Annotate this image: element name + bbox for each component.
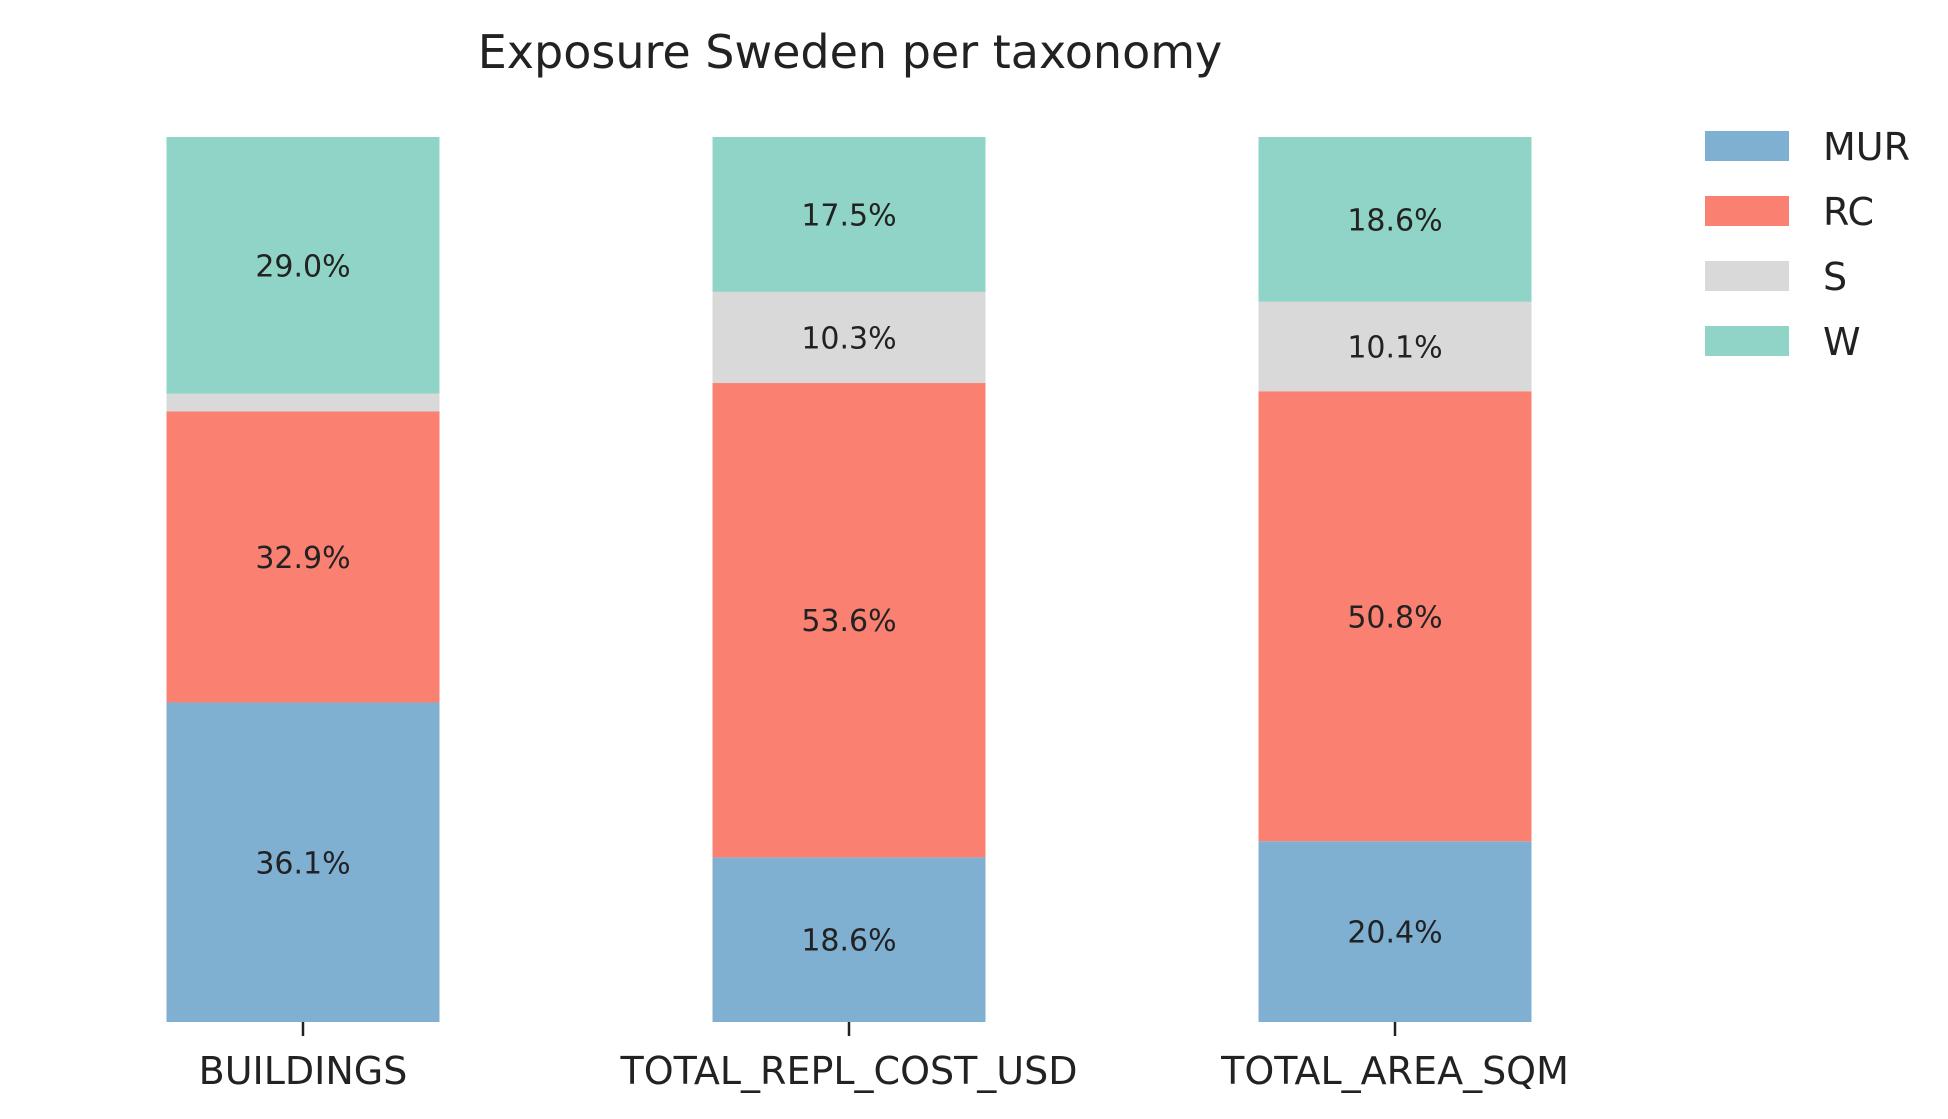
- data-label-rc-buildings: 32.9%: [255, 541, 350, 576]
- bar-segment-mur-total_repl_cost_usd: [712, 857, 986, 1022]
- bar-segment-w-total_repl_cost_usd: [712, 137, 986, 292]
- legend-label-w: W: [1823, 320, 1861, 364]
- bar-segment-s-total_repl_cost_usd: [712, 291, 986, 384]
- legend-swatch-rc: [1705, 196, 1789, 226]
- x-tick-label-buildings: BUILDINGS: [199, 1049, 408, 1093]
- bar-segment-s-buildings: [166, 393, 440, 412]
- legend-swatch-w: [1705, 326, 1789, 356]
- bar-segment-rc-total_repl_cost_usd: [712, 383, 986, 858]
- bar-segment-mur-total_area_sqm: [1258, 841, 1532, 1022]
- data-label-w-buildings: 29.0%: [255, 249, 350, 284]
- legend-swatch-mur: [1705, 131, 1789, 161]
- data-label-w-total_area_sqm: 18.6%: [1347, 203, 1442, 238]
- data-label-mur-buildings: 36.1%: [255, 846, 350, 881]
- bar-segment-rc-buildings: [166, 411, 440, 703]
- data-label-rc-total_repl_cost_usd: 53.6%: [801, 604, 896, 639]
- x-tick-label-total_repl_cost_usd: TOTAL_REPL_COST_USD: [619, 1049, 1077, 1093]
- legend-swatch-s: [1705, 261, 1789, 291]
- bar-segment-s-total_area_sqm: [1258, 301, 1532, 392]
- legend-label-s: S: [1823, 255, 1847, 299]
- data-label-rc-total_area_sqm: 50.8%: [1347, 600, 1442, 635]
- bar-segment-rc-total_area_sqm: [1258, 391, 1532, 842]
- legend-label-rc: RC: [1823, 190, 1874, 234]
- data-label-mur-total_repl_cost_usd: 18.6%: [801, 924, 896, 959]
- legend-label-mur: MUR: [1823, 125, 1910, 169]
- data-label-mur-total_area_sqm: 20.4%: [1347, 916, 1442, 951]
- bars-layer: 36.1% 32.9% 29.0% 18.6% 53.6% 10.3% 17.5% 20.4%…: [166, 137, 1532, 1022]
- data-label-w-total_repl_cost_usd: 17.5%: [801, 198, 896, 233]
- data-label-s-total_area_sqm: 10.1%: [1347, 331, 1442, 366]
- bar-segment-mur-buildings: [166, 702, 440, 1022]
- x-axis: BUILDINGS TOTAL_REPL_COST_USD TOTAL_AREA_S…: [199, 1022, 1569, 1093]
- bar-segment-w-total_area_sqm: [1258, 137, 1532, 302]
- bar-segment-w-buildings: [166, 137, 440, 394]
- x-tick-label-total_area_sqm: TOTAL_AREA_SQM: [1220, 1049, 1569, 1093]
- chart-title: Exposure Sweden per taxonomy: [478, 25, 1223, 79]
- data-label-s-total_repl_cost_usd: 10.3%: [801, 321, 896, 356]
- legend: MUR RC SW: [1705, 125, 1910, 364]
